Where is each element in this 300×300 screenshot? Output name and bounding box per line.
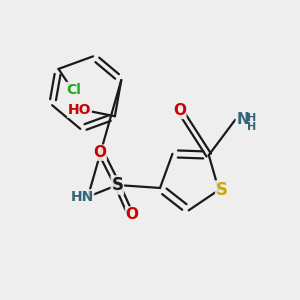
Text: O: O: [126, 207, 139, 222]
Text: HN: HN: [70, 190, 94, 204]
Text: Cl: Cl: [66, 82, 81, 97]
Text: N: N: [236, 112, 249, 127]
Text: S: S: [111, 176, 123, 194]
Text: H: H: [247, 122, 256, 132]
Text: HO: HO: [68, 103, 91, 117]
Text: S: S: [216, 181, 228, 199]
Text: O: O: [93, 145, 106, 160]
Text: O: O: [173, 103, 186, 118]
Text: H: H: [247, 113, 256, 123]
